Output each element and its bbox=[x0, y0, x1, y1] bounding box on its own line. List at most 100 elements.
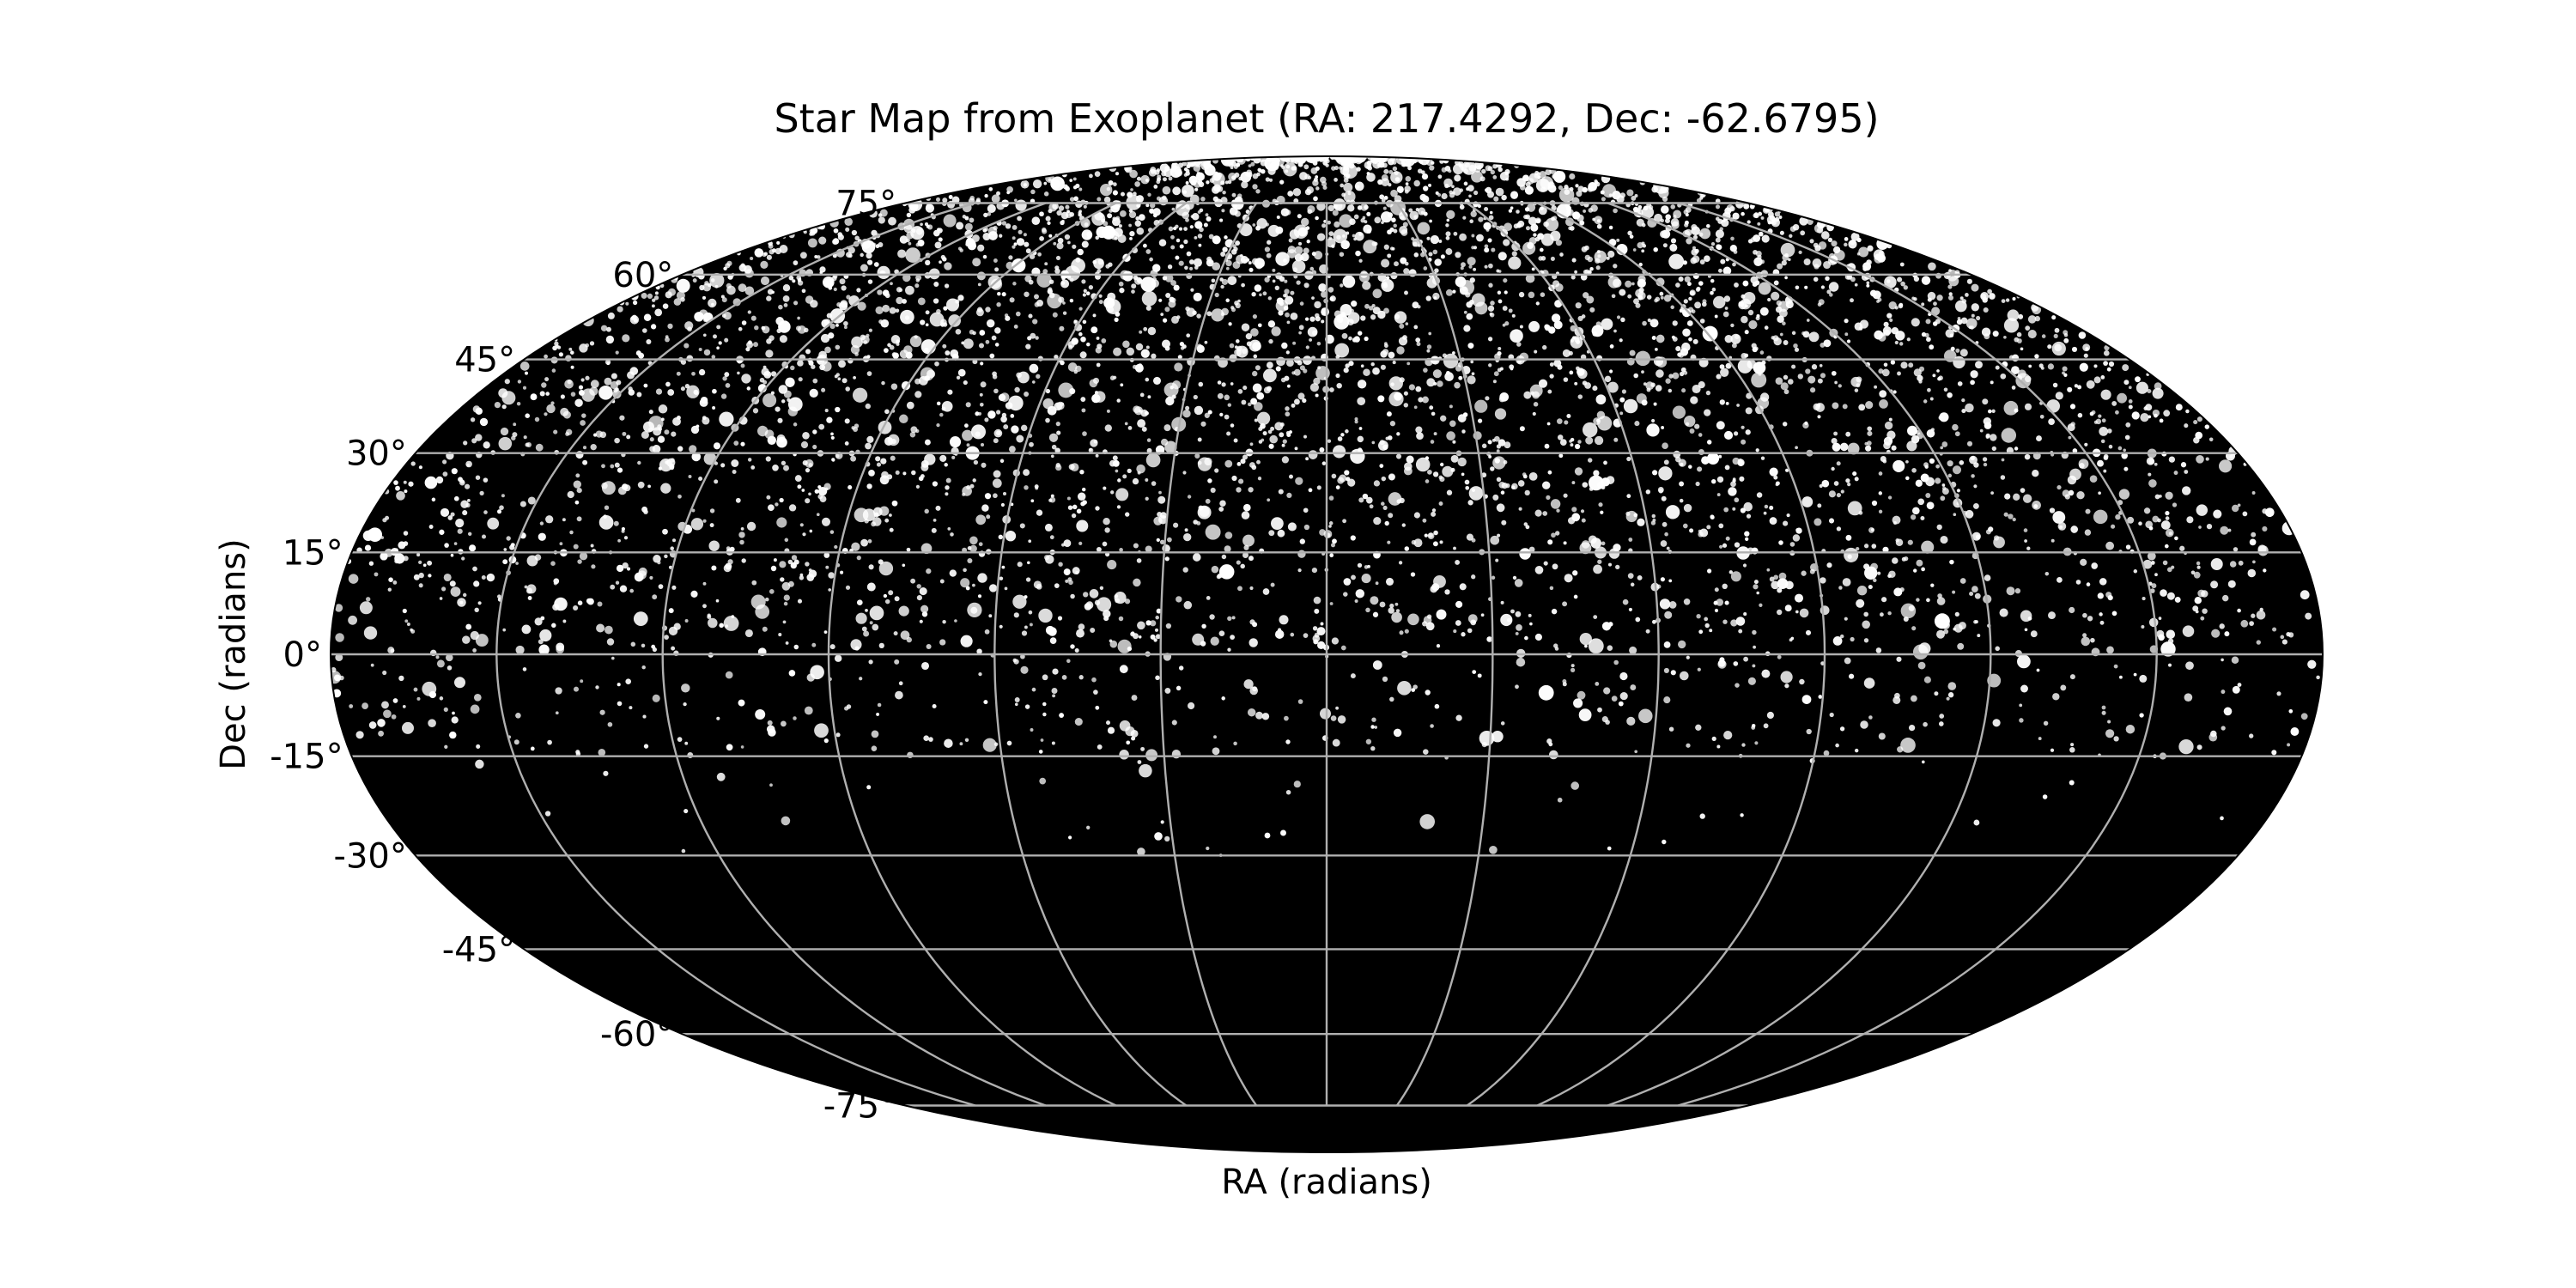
star-point bbox=[1252, 313, 1258, 319]
star-point bbox=[2011, 386, 2016, 390]
star-point bbox=[1256, 218, 1267, 229]
star-point bbox=[1427, 532, 1435, 539]
star-point bbox=[1970, 325, 1974, 330]
star-point bbox=[1299, 365, 1305, 371]
star-point bbox=[826, 313, 832, 319]
star-point bbox=[1078, 187, 1083, 191]
star-point bbox=[1656, 277, 1665, 287]
star-point bbox=[1592, 331, 1598, 337]
star-point bbox=[1407, 613, 1419, 626]
star-point bbox=[1776, 300, 1782, 307]
star-point bbox=[1863, 677, 1875, 689]
star-point bbox=[1663, 295, 1672, 302]
star-point bbox=[1124, 422, 1128, 426]
star-point bbox=[1629, 349, 1636, 356]
star-point bbox=[1659, 598, 1671, 610]
star-point bbox=[1720, 258, 1726, 264]
star-point bbox=[1069, 179, 1073, 182]
star-point bbox=[896, 296, 903, 305]
star-point bbox=[1227, 179, 1232, 185]
star-point bbox=[1001, 292, 1006, 297]
star-point bbox=[1959, 296, 1964, 301]
star-point bbox=[1876, 300, 1880, 303]
star-point bbox=[1094, 171, 1101, 177]
star-point bbox=[899, 235, 908, 244]
star-point bbox=[1660, 295, 1664, 300]
star-point bbox=[1553, 359, 1562, 368]
star-point bbox=[1383, 244, 1389, 250]
star-point bbox=[1492, 438, 1496, 442]
star-point bbox=[1391, 217, 1396, 222]
star-point bbox=[2172, 502, 2178, 507]
star-point bbox=[1970, 380, 1975, 386]
star-point bbox=[2101, 710, 2106, 715]
star-point bbox=[1220, 284, 1224, 289]
star-point bbox=[894, 596, 900, 602]
star-point bbox=[1594, 435, 1604, 446]
star-point bbox=[833, 228, 839, 234]
star-point bbox=[1461, 429, 1466, 434]
star-point bbox=[1789, 226, 1796, 232]
star-point bbox=[941, 400, 953, 412]
star-point bbox=[760, 276, 770, 286]
star-point bbox=[915, 228, 923, 235]
star-point bbox=[1751, 372, 1767, 388]
star-point bbox=[1583, 270, 1589, 275]
star-point bbox=[1799, 216, 1808, 226]
star-point bbox=[1597, 254, 1601, 258]
star-point bbox=[1249, 638, 1258, 647]
star-point bbox=[1982, 398, 1989, 405]
star-point bbox=[1061, 219, 1065, 223]
star-point bbox=[1448, 169, 1452, 173]
star-point bbox=[2084, 529, 2092, 536]
star-point bbox=[1775, 483, 1779, 487]
star-point bbox=[1741, 315, 1748, 324]
star-point bbox=[673, 623, 681, 630]
star-point bbox=[1466, 313, 1473, 320]
star-point bbox=[719, 623, 724, 629]
star-point bbox=[462, 592, 467, 598]
star-point bbox=[1904, 556, 1909, 562]
star-point bbox=[1170, 166, 1177, 173]
star-point bbox=[1764, 325, 1769, 330]
star-point bbox=[1078, 675, 1084, 680]
star-point bbox=[969, 544, 977, 553]
star-point bbox=[1118, 281, 1124, 287]
star-point bbox=[945, 492, 949, 496]
star-point bbox=[1254, 258, 1265, 269]
star-point bbox=[1095, 453, 1099, 458]
star-point bbox=[1153, 516, 1163, 526]
star-point bbox=[515, 562, 519, 565]
star-point bbox=[1415, 337, 1421, 343]
star-point bbox=[1024, 625, 1028, 629]
star-point bbox=[1023, 469, 1030, 477]
star-point bbox=[867, 279, 873, 284]
star-point bbox=[1055, 421, 1060, 427]
star-point bbox=[989, 353, 995, 359]
star-point bbox=[1446, 431, 1455, 440]
star-point bbox=[1717, 268, 1722, 273]
star-point bbox=[1390, 272, 1398, 280]
star-point bbox=[1339, 214, 1353, 228]
star-point bbox=[654, 291, 659, 295]
star-point bbox=[1878, 509, 1883, 513]
star-point bbox=[1115, 488, 1129, 501]
star-point bbox=[828, 588, 832, 592]
star-point bbox=[1750, 276, 1759, 284]
star-point bbox=[1396, 346, 1405, 355]
star-point bbox=[1552, 216, 1558, 221]
star-point bbox=[1836, 526, 1842, 532]
star-point bbox=[1203, 222, 1208, 228]
star-point bbox=[447, 515, 453, 520]
star-point bbox=[1419, 156, 1430, 166]
star-point bbox=[2240, 619, 2249, 628]
star-point bbox=[1096, 547, 1102, 552]
star-point bbox=[996, 302, 1001, 307]
star-point bbox=[1844, 319, 1849, 324]
star-point bbox=[2125, 544, 2131, 550]
star-point bbox=[1611, 294, 1616, 299]
star-point bbox=[1303, 283, 1309, 289]
star-point bbox=[617, 467, 623, 473]
star-point bbox=[1959, 578, 1966, 584]
star-point bbox=[1320, 622, 1324, 626]
